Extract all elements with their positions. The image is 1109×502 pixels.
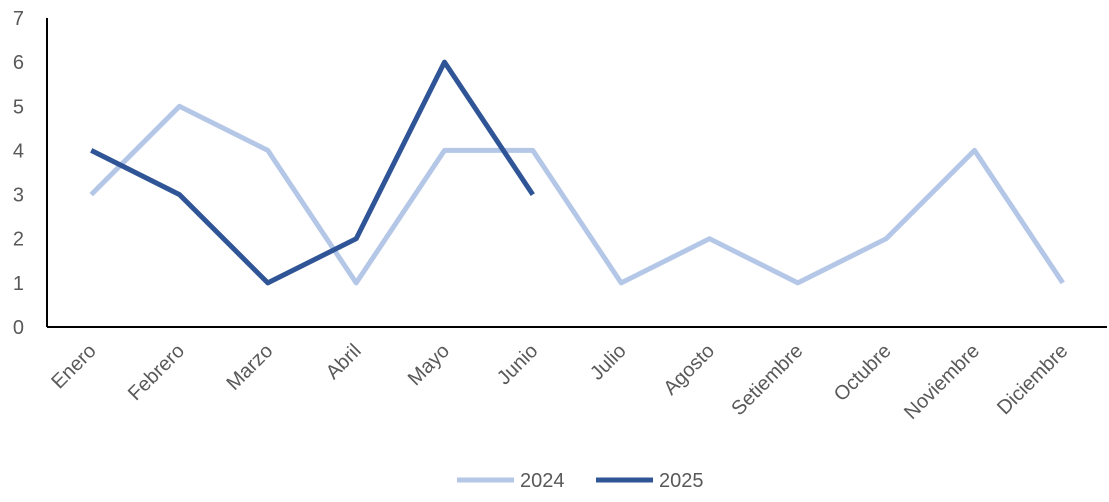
x-tick-label: Noviembre (900, 340, 984, 424)
x-tick-label: Mayo (404, 340, 454, 390)
x-tick-label: Julio (586, 340, 631, 385)
chart-legend: 2024 2025 (457, 470, 704, 492)
chart-axes (46, 18, 1107, 328)
y-tick-label: 6 (13, 52, 24, 74)
y-tick-label: 0 (13, 317, 24, 339)
x-tick-label: Febrero (124, 340, 189, 405)
x-tick-label: Junio (493, 340, 542, 389)
x-axis-tick-labels: Enero Febrero Marzo Abril Mayo Junio Julio Agos… (47, 340, 1072, 424)
y-tick-label: 7 (13, 8, 24, 30)
series-lines (89, 59, 1065, 286)
series-line-2025 (90, 59, 535, 286)
legend-label-2024: 2024 (520, 470, 565, 492)
x-tick-label: Octubre (830, 340, 896, 406)
y-tick-label: 3 (13, 185, 24, 207)
y-tick-label: 2 (13, 229, 24, 251)
y-tick-label: 5 (13, 96, 24, 118)
y-axis-tick-labels: 0 1 2 3 4 5 6 7 (13, 8, 24, 339)
x-tick-label: Marzo (223, 340, 278, 395)
y-tick-label: 1 (13, 273, 24, 295)
legend-label-2025: 2025 (659, 470, 704, 492)
x-tick-label: Agosto (659, 340, 719, 400)
series-line-2024 (89, 103, 1065, 286)
x-tick-label: Abril (322, 340, 366, 384)
y-tick-label: 4 (13, 140, 24, 162)
x-tick-label: Setiembre (727, 340, 807, 420)
x-tick-label: Diciembre (993, 340, 1072, 419)
x-tick-label: Enero (47, 340, 100, 393)
